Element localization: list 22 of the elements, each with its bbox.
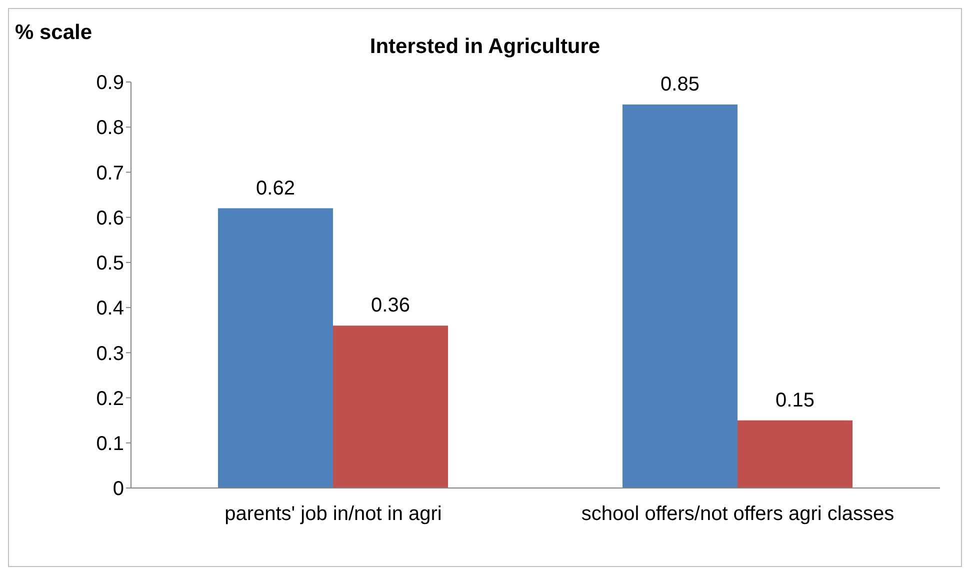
- y-tick-label: 0.1: [96, 432, 124, 455]
- bar: [622, 104, 738, 488]
- y-tick-label: 0.6: [96, 207, 124, 230]
- y-tick-label: 0.7: [96, 162, 124, 184]
- chart-title: Intersted in Agriculture: [370, 35, 600, 58]
- y-tick-label: 0.2: [96, 388, 124, 410]
- y-tick-label: 0.4: [96, 298, 124, 320]
- data-label: 0.36: [371, 294, 410, 317]
- y-tick-label: 0: [112, 478, 124, 500]
- x-tick-label: school offers/not offers agri classes: [581, 503, 894, 526]
- bar: [738, 420, 852, 488]
- data-label: 0.62: [256, 177, 295, 200]
- y-tick-label: 0.9: [96, 72, 124, 94]
- y-tick-label: 0.3: [96, 342, 124, 365]
- y-tick-label: 0.5: [96, 252, 124, 275]
- y-axis-title: % scale: [15, 21, 92, 45]
- bar: [218, 208, 333, 488]
- data-label: 0.85: [660, 74, 700, 96]
- x-tick-label: parents' job in/not in agri: [224, 503, 442, 526]
- bar: [333, 326, 448, 488]
- data-label: 0.15: [776, 389, 814, 412]
- y-tick-label: 0.8: [96, 117, 124, 140]
